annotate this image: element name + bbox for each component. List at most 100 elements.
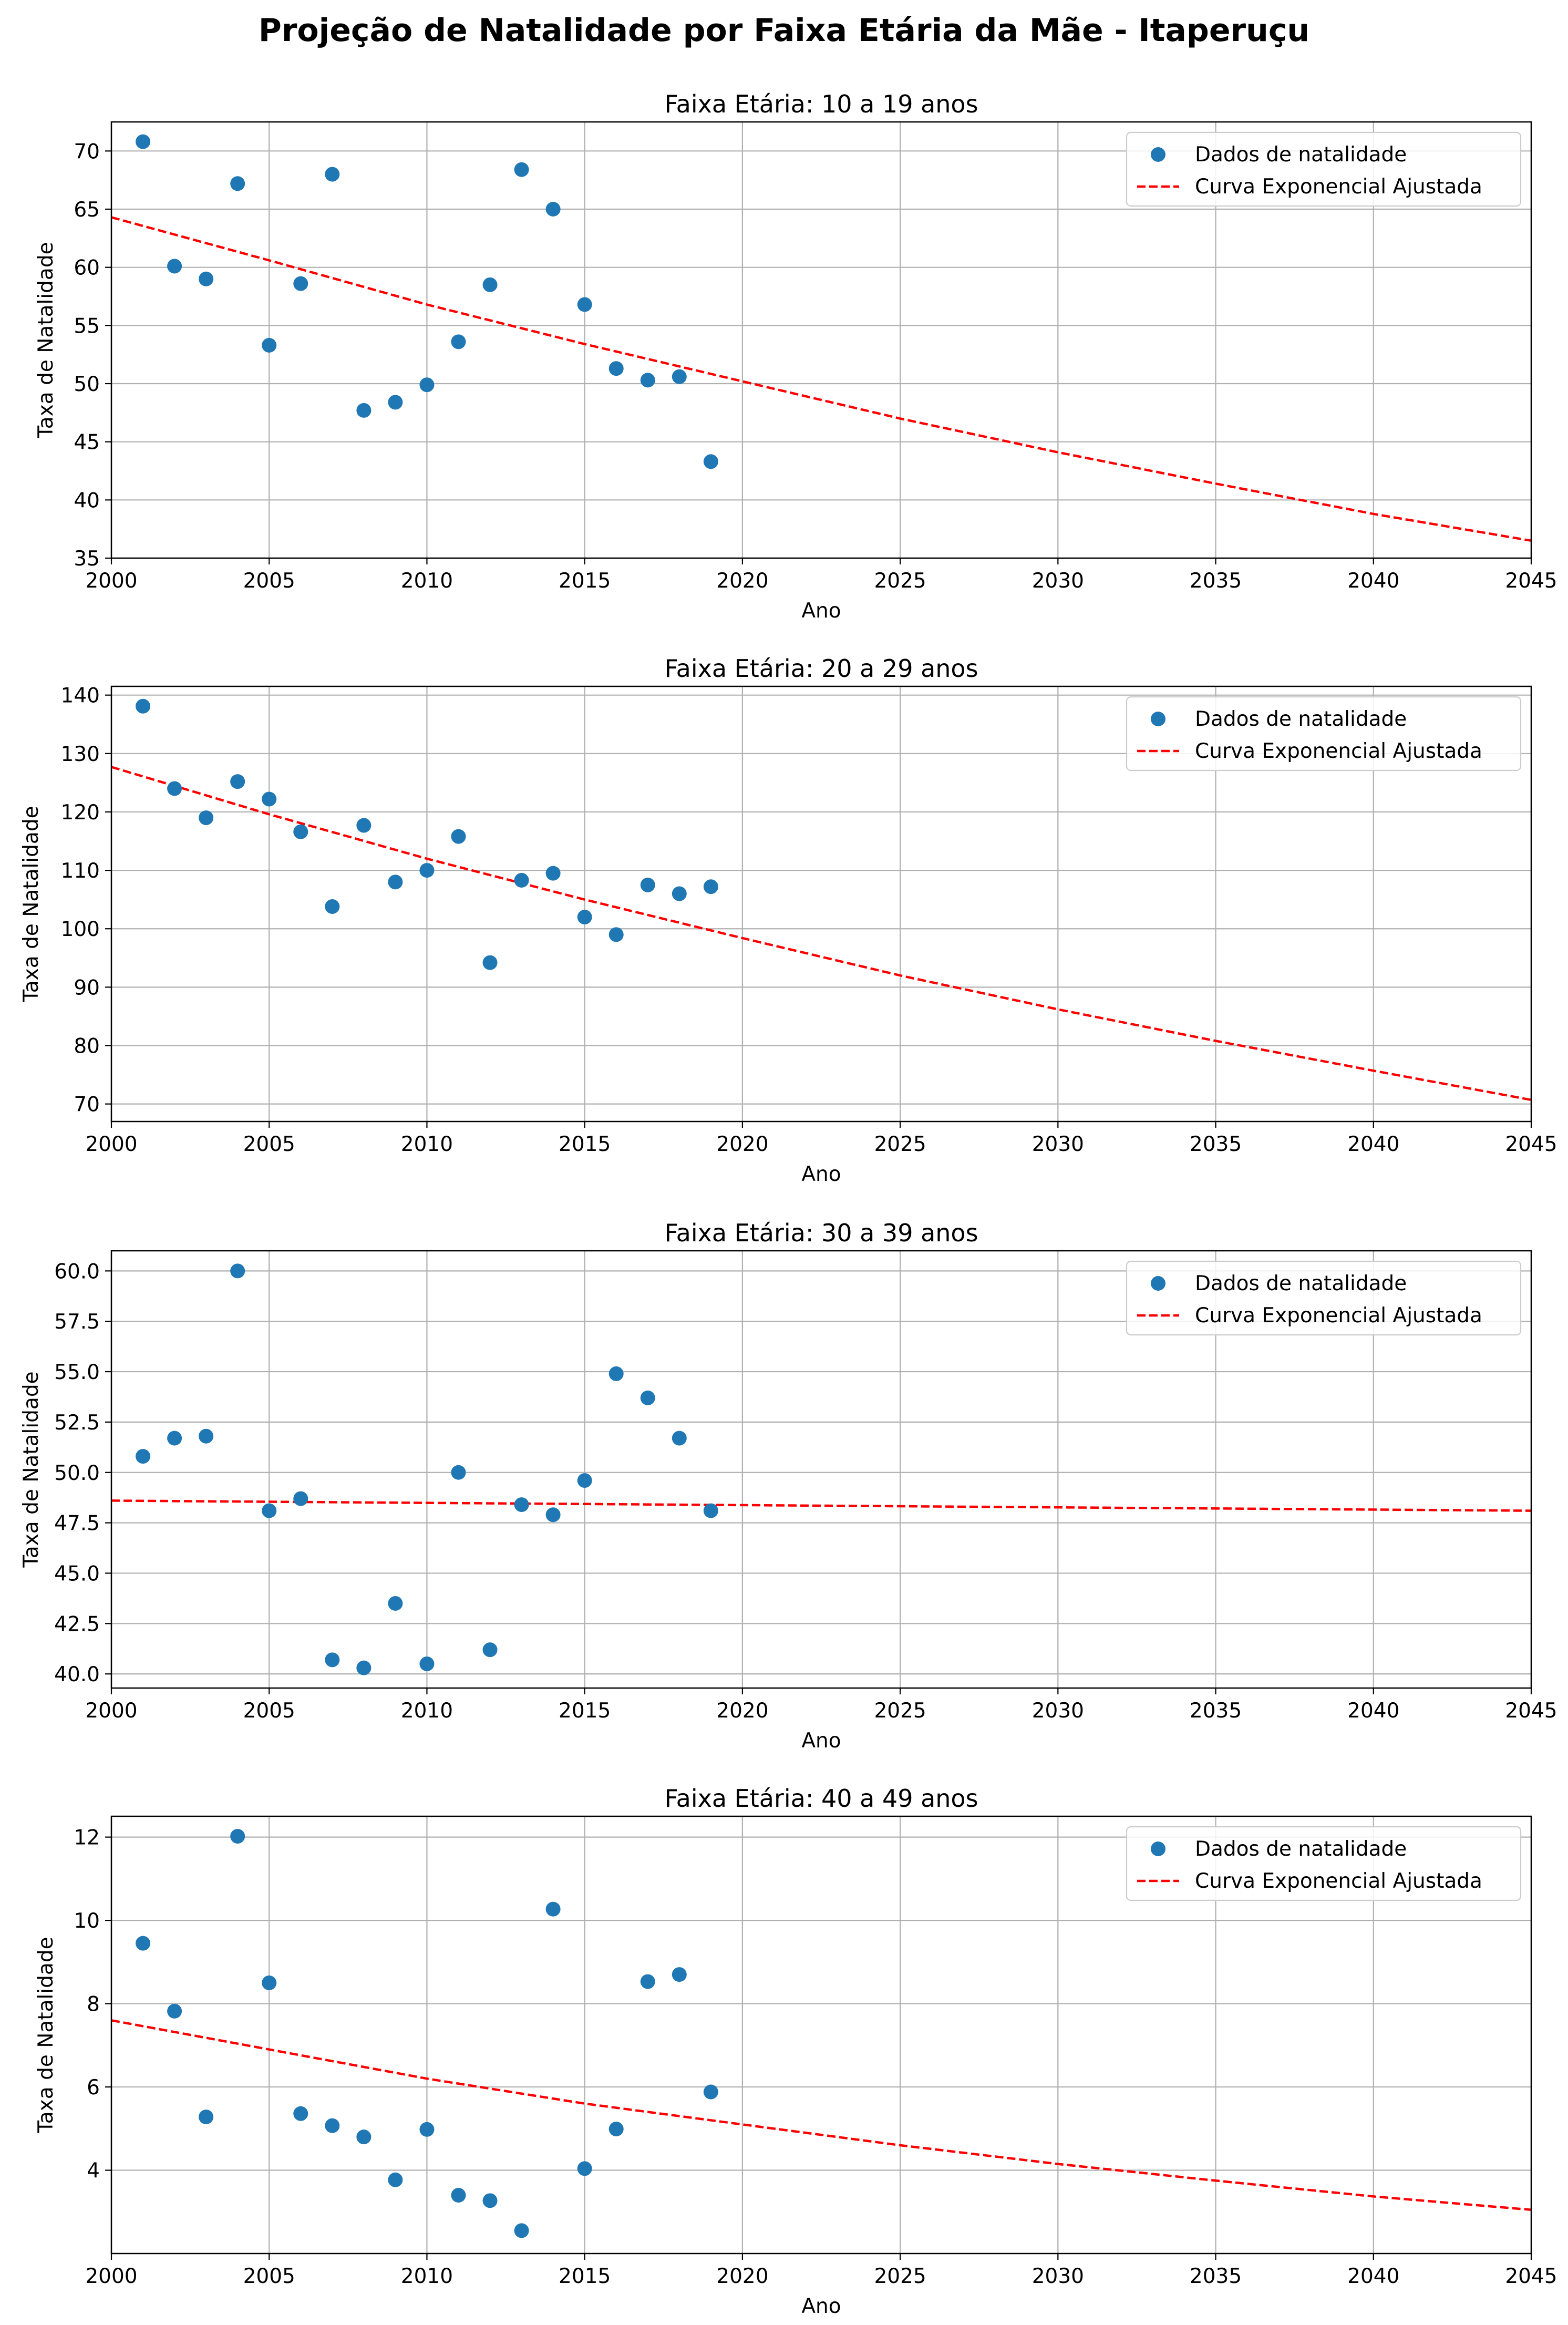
data-point [262, 791, 277, 807]
x-tick-label: 2035 [1190, 2265, 1242, 2288]
data-point [167, 259, 182, 274]
y-tick-label: 57.5 [54, 1310, 100, 1334]
data-point [230, 1829, 245, 1844]
y-tick-label: 50.0 [54, 1462, 100, 1485]
x-tick-label: 2010 [401, 569, 453, 593]
x-tick-label: 2045 [1505, 1699, 1557, 1723]
data-point [262, 337, 277, 353]
x-tick-label: 2035 [1190, 1133, 1242, 1156]
y-tick-label: 50 [74, 373, 100, 396]
data-point [672, 1967, 687, 1982]
legend: Dados de natalidade Curva Exponencial Aju… [1126, 131, 1522, 207]
subplot-title: Faixa Etária: 10 a 19 anos [664, 90, 978, 118]
y-axis-label: Taxa de Natalidade [19, 806, 43, 1002]
fit-curve-line [111, 2019, 1531, 2211]
y-tick-label: 4 [87, 2159, 100, 2183]
legend-marker-scatter [1151, 147, 1165, 162]
data-point [293, 1491, 308, 1506]
x-axis-label: Ano [801, 599, 841, 623]
subplot-4: 2000 2005 2010 2015 2020 2025 2030 2035 2040 2045… [34, 1784, 1557, 2318]
data-point [230, 176, 245, 191]
axes-frame [110, 685, 1532, 1123]
data-point [388, 875, 403, 890]
data-point [262, 1975, 277, 1990]
data-point [451, 334, 466, 349]
data-point [230, 1263, 245, 1279]
x-tick-label: 2000 [85, 1133, 137, 1156]
data-point [167, 2003, 182, 2019]
y-tick-label: 52.5 [54, 1411, 100, 1435]
legend-label-scatter: Dados de natalidade [1195, 1272, 1407, 1295]
data-point [199, 2110, 214, 2125]
fit-curve-line [111, 1499, 1531, 1512]
data-point [325, 1652, 340, 1668]
data-point [514, 1497, 529, 1513]
data-point [262, 1503, 277, 1518]
y-tick-label: 130 [61, 743, 100, 766]
data-point [199, 271, 214, 286]
x-tick-label: 2015 [559, 2265, 611, 2288]
data-point [577, 297, 592, 312]
x-tick-label: 2035 [1190, 1699, 1242, 1723]
legend-label-scatter: Dados de natalidade [1195, 707, 1407, 731]
y-tick-label: 100 [61, 918, 100, 941]
data-point [545, 202, 561, 217]
data-point [419, 863, 435, 878]
data-point [230, 774, 245, 789]
y-axis-label: Taxa de Natalidade [34, 1937, 58, 2133]
y-tick-label: 40.0 [54, 1663, 100, 1686]
data-point [356, 1660, 372, 1675]
legend-label-line: Curva Exponencial Ajustada [1195, 175, 1482, 199]
data-point [577, 2161, 592, 2176]
y-tick-label: 80 [74, 1035, 100, 1058]
y-tick-label: 55 [74, 314, 100, 338]
legend-box [1126, 1826, 1522, 1901]
data-point [293, 276, 308, 291]
data-point [419, 377, 435, 393]
x-tick-label: 2005 [243, 2265, 295, 2288]
data-point [514, 2223, 529, 2238]
x-tick-label: 2015 [559, 1133, 611, 1156]
x-tick-label: 2030 [1032, 1133, 1084, 1156]
x-tick-label: 2025 [874, 2265, 926, 2288]
y-tick-label: 35 [74, 547, 100, 571]
y-tick-label: 60.0 [54, 1260, 100, 1283]
x-tick-label: 2020 [716, 1699, 768, 1723]
legend-label-scatter: Dados de natalidade [1195, 1837, 1407, 1861]
data-point [577, 910, 592, 925]
data-point [451, 2188, 466, 2203]
legend-marker-scatter [1151, 712, 1165, 726]
data-point [167, 1431, 182, 1446]
x-tick-label: 2030 [1032, 2265, 1084, 2288]
x-tick-label: 2010 [401, 1699, 453, 1723]
data-point [419, 1656, 435, 1671]
y-tick-label: 65 [74, 198, 100, 222]
data-point [167, 781, 182, 796]
data-point [608, 2122, 624, 2137]
x-axis-label: Ano [801, 1729, 841, 1753]
data-point [577, 1473, 592, 1488]
legend-label-scatter: Dados de natalidade [1195, 143, 1407, 167]
y-tick-label: 42.5 [54, 1612, 100, 1636]
x-tick-label: 2000 [85, 1699, 137, 1723]
subplot-1: 2000 2005 2010 2015 2020 2025 2030 2035 2040 2045… [34, 90, 1557, 623]
fit-curve-line [111, 216, 1531, 542]
x-tick-label: 2030 [1032, 1699, 1084, 1723]
legend-box [1126, 696, 1522, 771]
x-tick-label: 2045 [1505, 1133, 1557, 1156]
y-tick-label: 120 [61, 801, 100, 825]
x-tick-label: 2040 [1347, 1699, 1399, 1723]
y-tick-label: 8 [87, 1993, 100, 2017]
subplot-title: Faixa Etária: 40 a 49 anos [664, 1784, 978, 1813]
y-tick-label: 90 [74, 976, 100, 1000]
axes-frame [110, 1815, 1532, 2255]
data-point [136, 1449, 151, 1464]
subplot-3: 2000 2005 2010 2015 2020 2025 2030 2035 2040 2045… [19, 1219, 1557, 1753]
x-axis-label: Ano [801, 2295, 841, 2318]
y-tick-label: 55.0 [54, 1361, 100, 1384]
y-tick-label: 60 [74, 256, 100, 280]
data-point [136, 134, 151, 149]
data-point [388, 395, 403, 410]
data-point [136, 698, 151, 714]
x-tick-label: 2010 [401, 1133, 453, 1156]
